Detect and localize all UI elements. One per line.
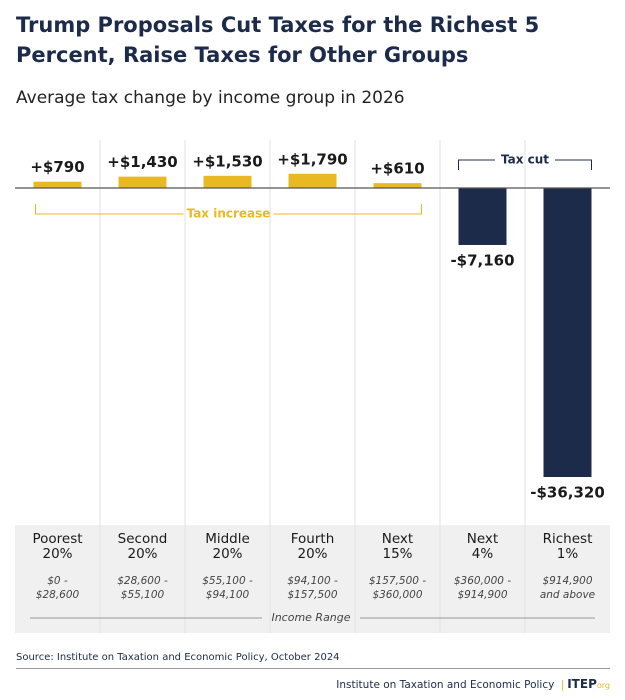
bar [118,176,167,188]
bar [373,183,422,188]
range-label: $360,000 - $914,900 [453,575,512,601]
x-tick-label: Poorest 20% [32,531,83,562]
range-label: $914,900 and above [539,575,596,601]
chart-title: Trump Proposals Cut Taxes for the Riches… [16,13,540,67]
footer-brand: ITEP [567,677,597,691]
footer-brand-suffix: org [596,681,610,690]
value-label: +$1,790 [277,150,347,168]
range-label: $94,100 - $157,500 [287,575,338,601]
x-tick-label: Fourth 20% [290,531,335,562]
x-tick-label: Richest 1% [542,531,593,562]
bar [288,173,337,188]
range-label: $55,100 - $94,100 [202,575,253,601]
x-tick-label: Next 15% [381,531,414,562]
bracket-cut [458,159,592,170]
bar [543,188,592,477]
bracket-increase [35,204,422,215]
range-label: $28,600 - $55,100 [117,575,168,601]
bar [458,188,507,245]
footer-rule [16,668,610,669]
range-label: $0 - $28,600 [35,575,80,601]
x-tick-label: Second 20% [117,531,168,562]
x-tick-label: Next 4% [466,531,499,562]
annotation: Tax increase [187,207,271,221]
value-label: +$1,530 [192,152,262,170]
value-label: -$36,320 [530,484,605,502]
footer-separator: | [560,679,565,691]
footer-org: Institute on Taxation and Economic Polic… [336,679,555,691]
value-label: +$1,430 [107,153,177,171]
annotation: Tax cut [501,153,549,167]
value-label: +$610 [370,160,424,178]
range-label: $157,500 - $360,000 [368,575,427,601]
x-axis-label: Income Range [271,611,350,624]
source: Source: Institute on Taxation and Econom… [16,652,340,663]
chart-subtitle: Average tax change by income group in 20… [16,88,405,108]
x-tick-label: Middle 20% [205,531,250,562]
value-label: +$790 [30,158,84,176]
bar [33,181,82,188]
category-panel [15,525,610,633]
bar [203,175,252,188]
footer: Institute on Taxation and Economic Polic… [336,677,610,691]
value-label: -$7,160 [450,251,514,269]
